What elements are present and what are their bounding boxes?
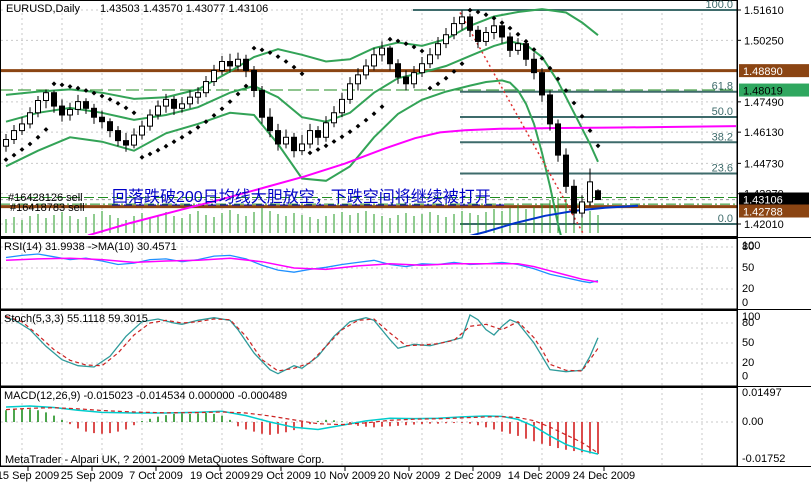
fib-level-label: 23.6 — [712, 162, 733, 174]
price-axis-label: 1.46130 — [744, 127, 784, 139]
indicator-axis-label: 50 — [742, 337, 754, 349]
indicator-axis-label: 100 — [742, 311, 760, 323]
ohlc-readout: 1.43503 1.43570 1.43077 1.43106 — [100, 3, 268, 15]
indicator-axis-label: 0.01497 — [742, 387, 782, 399]
indicator-axis-label: 20 — [742, 283, 754, 295]
date-axis-label: 2 Dec 2009 — [445, 470, 501, 482]
main-overlays — [5, 8, 736, 235]
date-axis: 15 Sep 2009 25 Sep 2009 7 Oct 2009 19 Oct 2… — [0, 467, 635, 482]
volume-bars — [5, 197, 599, 233]
macd-lines — [5, 405, 599, 455]
fib-level-label: 0.0 — [718, 213, 733, 225]
indicator-axis-label: 20 — [742, 357, 754, 369]
fib-level-label: 61.8 — [712, 81, 733, 93]
date-axis-label: 29 Oct 2009 — [251, 470, 311, 482]
price-axis-box-label: 1.48019 — [743, 86, 783, 98]
fib-level-label: 100.0 — [705, 0, 733, 11]
date-axis-label: 24 Dec 2009 — [573, 470, 635, 482]
indicator-axis-label: 0 — [742, 370, 748, 382]
price-axis-box-label: 1.43106 — [743, 195, 783, 207]
price-axis-box-label: 1.42788 — [743, 207, 783, 219]
price-axis-label: 1.42010 — [744, 219, 784, 231]
symbol-title: EURUSD,Daily — [6, 3, 80, 15]
indicator-axis-label: 80 — [742, 317, 754, 329]
stochastic-lines — [5, 314, 599, 375]
chinese-note-annotation: 回落跌破200日均线大胆放空，下跌空间将继续被打开 — [112, 188, 491, 206]
stoch-indicator-label: Stoch(5,3,3) 55.1118 59.3015 — [4, 313, 148, 325]
sell-order-label-2: #16418783 sell — [10, 202, 85, 214]
macd-indicator-label: MACD(12,26,9) -0.015023 -0.014534 0.0000… — [4, 390, 287, 402]
candlesticks — [3, 10, 601, 224]
rsi-indicator-label: RSI(14) 31.9938 ->MA(10) 30.4571 — [4, 241, 177, 253]
indicator-axis-label: 80 — [742, 241, 754, 253]
date-axis-label: 14 Dec 2009 — [508, 470, 570, 482]
date-axis-label: 10 Nov 2009 — [314, 470, 376, 482]
price-axis-box-label: 1.48890 — [743, 66, 783, 78]
date-axis-label: 19 Oct 2009 — [190, 470, 250, 482]
price-axis-label: 1.47490 — [744, 97, 784, 109]
price-axis-label: 1.44730 — [744, 158, 784, 170]
copyright-text: MetaTrader - Alpari UK, ? 2001-2009 Meta… — [5, 454, 324, 466]
indicator-axis-label: -0.01752 — [742, 453, 785, 465]
indicator-axis-label: 100 — [742, 240, 760, 252]
indicator-axis-label: 0 — [742, 297, 748, 309]
price-axis-label: 1.50250 — [744, 35, 784, 47]
date-axis-label: 7 Oct 2009 — [129, 470, 183, 482]
date-axis-label: 25 Sep 2009 — [61, 470, 123, 482]
price-axis-label: 1.51610 — [744, 5, 784, 17]
date-axis-label: 20 Nov 2009 — [378, 470, 440, 482]
rsi-lines — [5, 253, 599, 284]
fib-level-label: 38.2 — [712, 131, 733, 143]
fib-level-label: 50.0 — [712, 106, 733, 118]
panel-borders — [0, 0, 811, 467]
sell-order-label-1: #16428126 sell — [8, 192, 83, 204]
date-axis-label: 15 Sep 2009 — [0, 470, 59, 482]
indicator-axis-label: 0.00 — [742, 416, 763, 428]
fibonacci-labels: 100.0 61.8 50.0 38.2 23.6 0.0 — [705, 0, 733, 225]
indicator-axis-label: 50 — [742, 262, 754, 274]
